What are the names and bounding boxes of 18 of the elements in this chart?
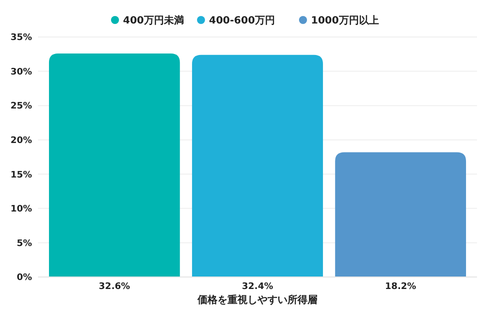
data-label: 18.2% — [384, 282, 416, 292]
data-label: 32.6% — [98, 282, 130, 292]
y-tick-label: 15% — [10, 170, 32, 180]
y-tick-label: 25% — [10, 102, 32, 112]
x-axis-title: 価格を重視しやすい所得層 — [196, 294, 318, 306]
legend-label: 1000万円以上 — [311, 14, 379, 26]
bar — [192, 54, 323, 277]
legend-label: 400-600万円 — [209, 16, 275, 26]
legend-label: 400万円未満 — [123, 14, 184, 26]
y-tick-label: 10% — [10, 204, 32, 215]
bar — [48, 53, 180, 277]
data-label: 32.4% — [242, 282, 274, 292]
y-tick-label: 20% — [10, 136, 32, 146]
bar — [335, 152, 466, 277]
y-tick-label: 35% — [10, 33, 32, 44]
y-tick-label: 30% — [10, 67, 32, 78]
y-tick-label: 5% — [16, 238, 32, 249]
y-tick-label: 0% — [16, 273, 32, 284]
